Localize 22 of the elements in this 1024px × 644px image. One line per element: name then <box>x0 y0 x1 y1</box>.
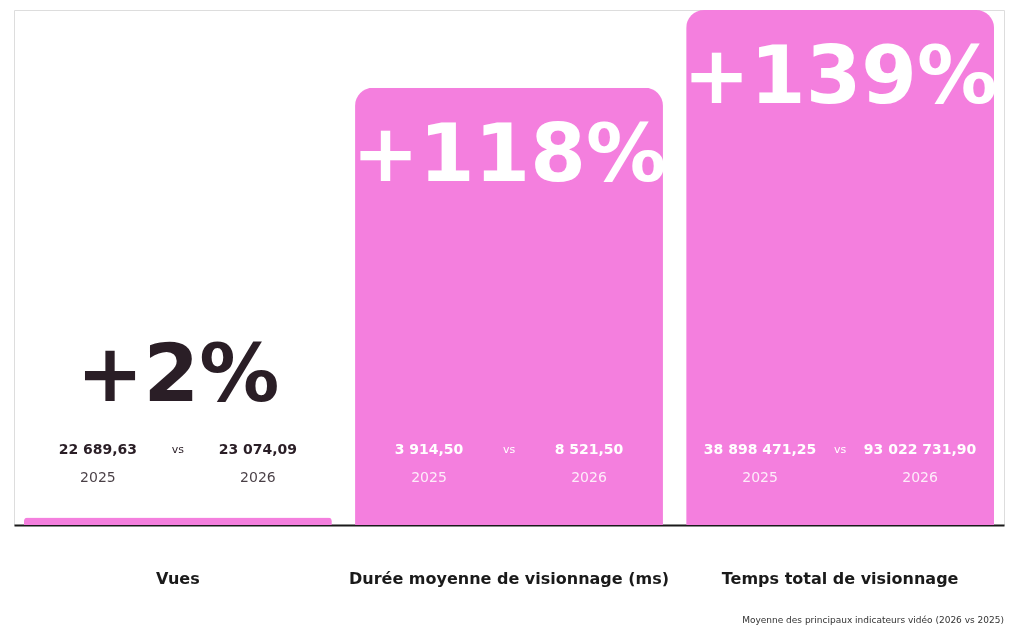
data-label: +118% <box>351 106 667 200</box>
annotation: 2026 <box>571 469 607 485</box>
annotation: 2025 <box>80 469 116 485</box>
annotation: 2025 <box>742 469 778 485</box>
annotation: vs <box>171 443 185 456</box>
annotation: 22 689,63 <box>58 441 138 457</box>
annotation: 23 074,09 <box>218 441 298 457</box>
annotation: 38 898 471,25 <box>703 441 817 457</box>
annotation: vs <box>833 443 847 456</box>
text: Moyenne des principaux indicateurs vidéo (2026 vs 2025) <box>742 615 1004 625</box>
annotation: 2025 <box>411 469 447 485</box>
annotation: 93 022 731,90 <box>863 441 977 457</box>
annotation: 2026 <box>902 469 939 485</box>
x-tick-label: Vues <box>156 568 200 588</box>
annotation: vs <box>502 443 516 456</box>
data-label: +139% <box>683 29 998 122</box>
data-label: +2% <box>76 326 280 420</box>
annotation: 3 914,50 <box>394 441 464 457</box>
x-tick-label: Temps total de visionnage <box>721 568 959 588</box>
annotation: 2026 <box>240 469 276 485</box>
annotation: 8 521,50 <box>554 441 624 457</box>
x-tick-label: Durée moyenne de visionnage (ms) <box>348 568 670 588</box>
